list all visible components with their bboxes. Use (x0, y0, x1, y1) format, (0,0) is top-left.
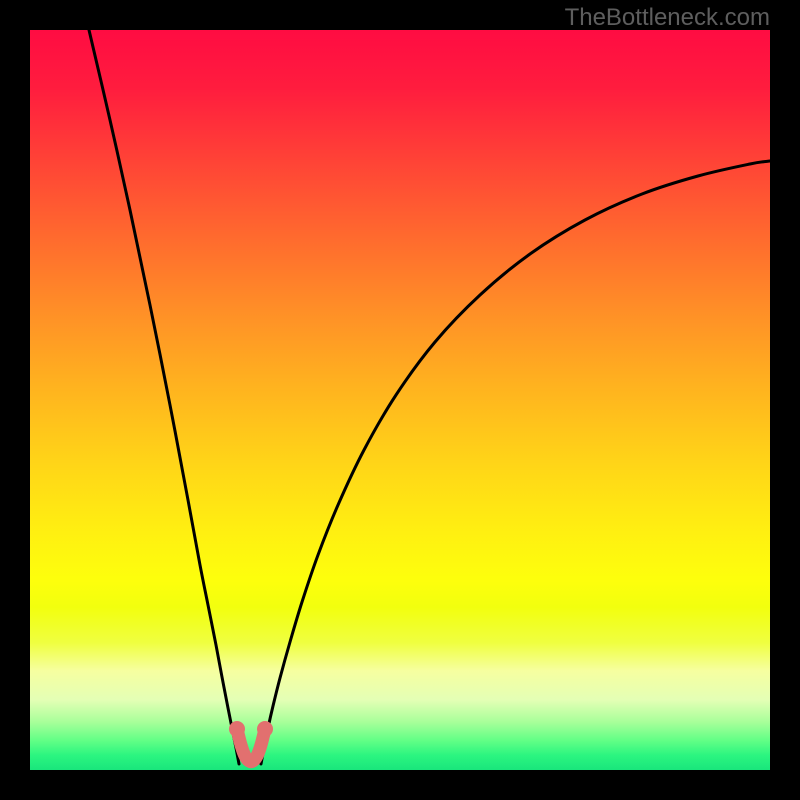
watermark-text: TheBottleneck.com (565, 4, 770, 32)
optimal-range-dot-right (257, 721, 273, 737)
chart-root: TheBottleneck.com (0, 0, 800, 800)
bottleneck-curve-left (89, 30, 239, 764)
chart-curves-svg (30, 30, 770, 770)
bottleneck-curve-right (261, 161, 770, 764)
plot-area (30, 30, 770, 770)
optimal-range-dot-left (229, 721, 245, 737)
